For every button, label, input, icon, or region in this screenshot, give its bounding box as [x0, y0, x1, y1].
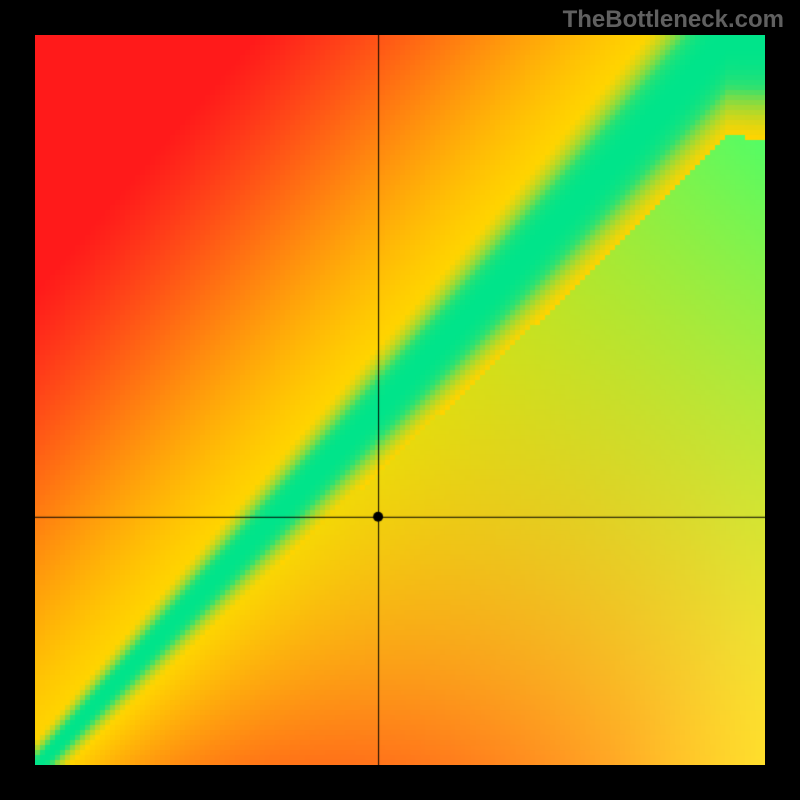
watermark-text: TheBottleneck.com — [563, 6, 784, 34]
chart-frame: TheBottleneck.com — [0, 0, 800, 800]
heatmap-canvas — [35, 35, 765, 765]
heatmap-plot — [35, 35, 765, 765]
